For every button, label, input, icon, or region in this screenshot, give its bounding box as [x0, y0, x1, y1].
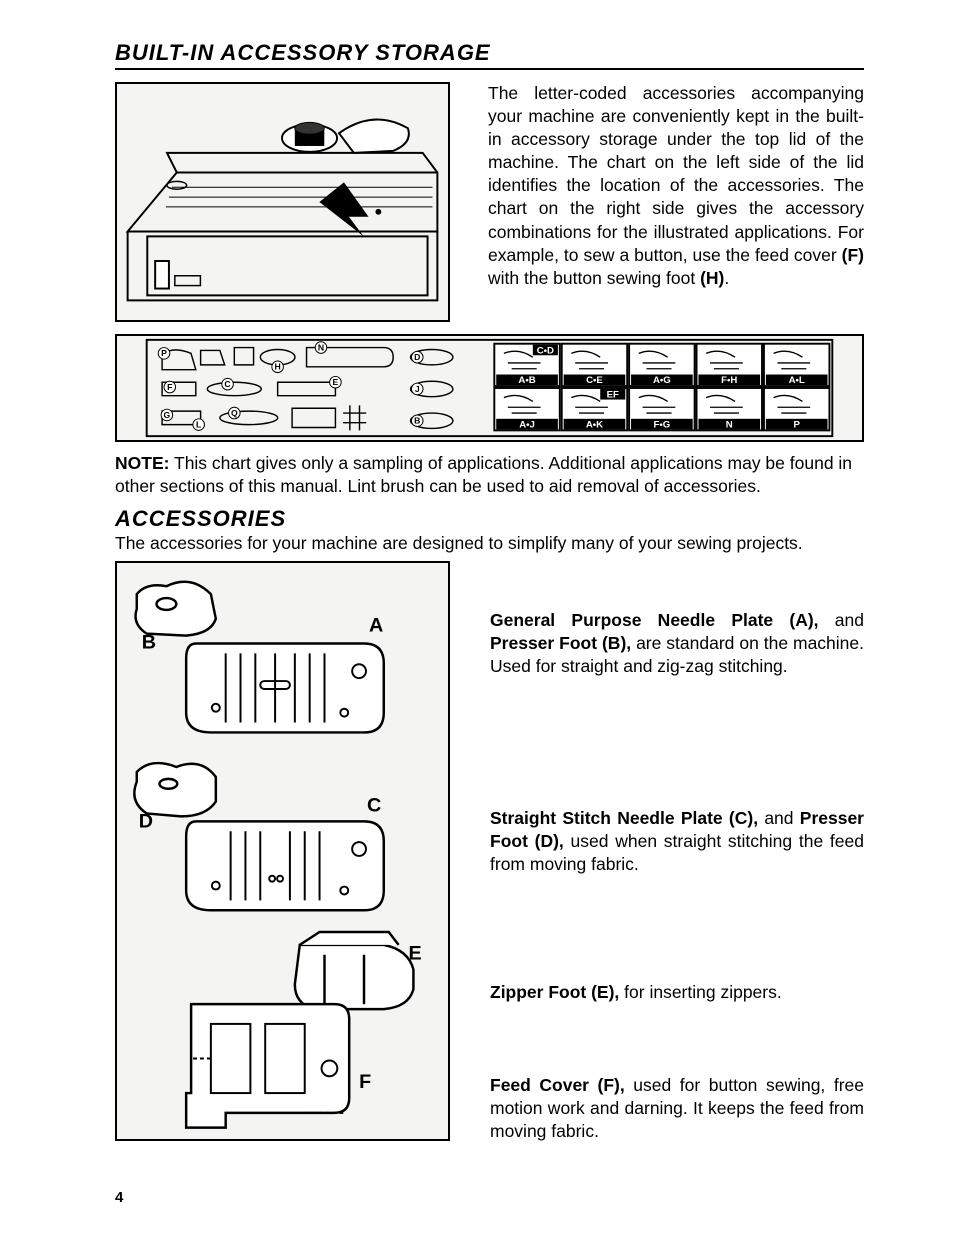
figure-storage-compartment [115, 82, 450, 322]
desc-f: Feed Cover (F), used for button sewing, … [490, 1074, 864, 1143]
svg-text:EF: EF [607, 390, 619, 401]
svg-text:P: P [161, 348, 167, 358]
bold: Feed Cover (F), [490, 1075, 625, 1095]
section-heading-accessories: ACCESSORIES [115, 506, 864, 532]
note-text: NOTE: This chart gives only a sampling o… [115, 452, 864, 498]
svg-text:A•B: A•B [518, 375, 535, 386]
svg-text:D: D [139, 811, 153, 833]
svg-text:A: A [369, 615, 383, 637]
text: and [758, 808, 800, 828]
svg-text:A•K: A•K [586, 419, 603, 430]
svg-text:J: J [415, 384, 420, 394]
svg-text:A•J: A•J [519, 419, 535, 430]
svg-text:C: C [224, 379, 231, 389]
text: with the button sewing foot [488, 268, 700, 288]
svg-text:N: N [726, 419, 733, 430]
svg-text:E: E [333, 377, 339, 387]
svg-text:D: D [414, 352, 420, 362]
note-label: NOTE: [115, 453, 169, 473]
note-body: This chart gives only a sampling of appl… [115, 453, 852, 496]
desc-e: Zipper Foot (E), for inserting zippers. [490, 981, 864, 1004]
row-storage: The letter-coded accessories accompanyin… [115, 82, 864, 322]
svg-text:N: N [318, 342, 324, 352]
svg-text:L: L [196, 419, 202, 429]
page-number: 4 [115, 1189, 123, 1206]
storage-paragraph: The letter-coded accessories accompanyin… [488, 82, 864, 322]
svg-text:H: H [275, 362, 281, 372]
svg-text:B: B [414, 416, 420, 426]
desc-cd: Straight Stitch Needle Plate (C), and Pr… [490, 807, 864, 876]
text: . [724, 268, 729, 288]
svg-text:Q: Q [231, 408, 238, 418]
svg-text:E: E [408, 943, 421, 965]
svg-text:F•H: F•H [721, 375, 737, 386]
bold: General Purpose Needle Plate (A), [490, 610, 819, 630]
bold: Zipper Foot (E), [490, 982, 619, 1002]
svg-text:G: G [164, 410, 171, 420]
svg-text:C: C [367, 795, 381, 817]
svg-text:F: F [359, 1071, 371, 1093]
bold: Presser Foot (B), [490, 633, 631, 653]
desc-ab: General Purpose Needle Plate (A), and Pr… [490, 609, 864, 678]
text: for inserting zippers. [619, 982, 781, 1002]
section-heading-storage: BUILT-IN ACCESSORY STORAGE [115, 40, 864, 70]
bold-f: (F) [842, 245, 864, 265]
svg-text:F•G: F•G [654, 419, 671, 430]
svg-text:B: B [142, 632, 156, 654]
svg-text:F: F [167, 382, 172, 392]
svg-text:C•D: C•D [537, 345, 554, 356]
text: and [819, 610, 864, 630]
bold-h: (H) [700, 268, 724, 288]
svg-text:P: P [793, 419, 800, 430]
svg-text:A•L: A•L [789, 375, 805, 386]
bold: Straight Stitch Needle Plate (C), [490, 808, 758, 828]
figure-accessory-chart: P N H E D F C J G Q B L A•B C•D C•E A•G F•H A… [115, 334, 864, 442]
figure-accessories-list: A B C [115, 561, 450, 1141]
accessories-descriptions: General Purpose Needle Plate (A), and Pr… [490, 561, 864, 1143]
text: The letter-coded accessories accompanyin… [488, 83, 864, 265]
svg-text:C•E: C•E [586, 375, 603, 386]
row-accessories: A B C [115, 561, 864, 1143]
accessories-intro: The accessories for your machine are des… [115, 532, 864, 555]
svg-text:A•G: A•G [653, 375, 671, 386]
